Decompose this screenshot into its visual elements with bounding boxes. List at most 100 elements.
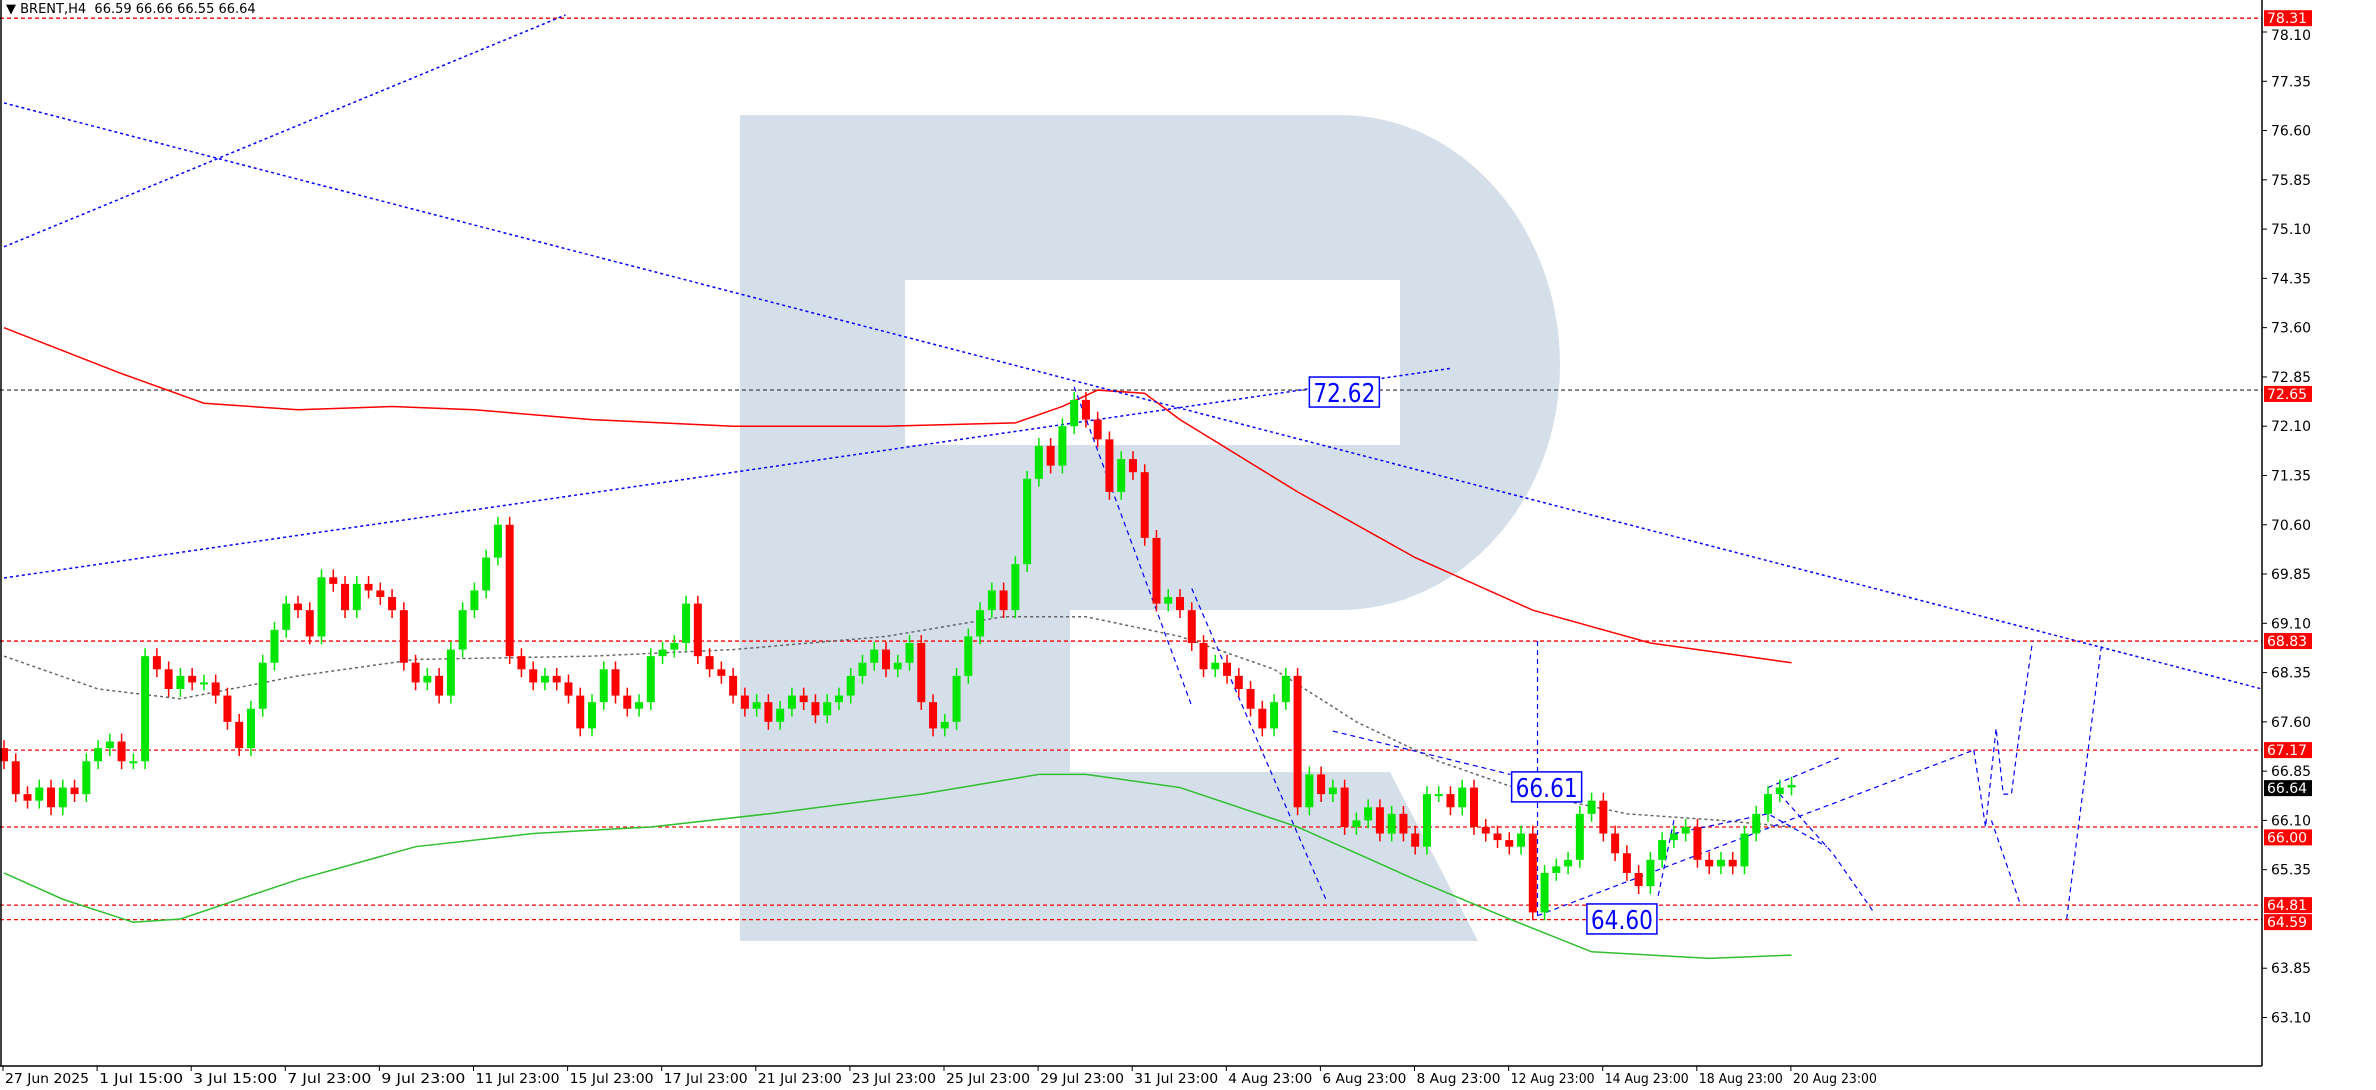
candle-bullish xyxy=(787,695,796,709)
candle-bearish xyxy=(305,610,314,637)
y-tick-label: 63.85 xyxy=(2271,961,2311,977)
candle-bullish xyxy=(905,643,914,663)
y-tick-label: 67.60 xyxy=(2271,715,2311,731)
candle-bullish xyxy=(893,662,902,670)
forecast-path xyxy=(1073,386,1193,707)
candle-bearish xyxy=(152,656,161,670)
forecast-path xyxy=(1973,640,2034,828)
price-annotation-label: 64.60 xyxy=(1591,906,1653,936)
candle-bearish xyxy=(882,649,890,670)
candle-bearish xyxy=(1199,643,1208,670)
price-annotation-box xyxy=(1308,376,1381,408)
y-tick-label: 69.10 xyxy=(2271,616,2311,632)
candle-bearish xyxy=(1140,472,1149,538)
price-annotation-label: 72.62 xyxy=(1313,379,1375,409)
forecast-path xyxy=(1332,730,1511,775)
candle-bearish xyxy=(693,603,702,657)
candle-bullish xyxy=(1387,813,1396,834)
candle-bearish xyxy=(399,610,408,663)
candle-bullish xyxy=(1023,478,1032,565)
candle-bearish xyxy=(1528,833,1537,913)
trendline xyxy=(3,14,566,248)
candle-bullish xyxy=(752,702,761,709)
candle-bullish xyxy=(1646,859,1655,887)
current-price-label: 66.64 xyxy=(2267,781,2307,797)
candle-bearish xyxy=(70,787,79,795)
candle-bullish xyxy=(1517,833,1526,847)
candle-bearish xyxy=(0,748,8,762)
candle-bearish xyxy=(164,669,173,689)
x-tick-label: 11 Jul 23:00 xyxy=(476,1072,560,1087)
triangle-down-icon[interactable]: ▼ xyxy=(6,2,21,17)
price-level-badge xyxy=(2264,633,2312,650)
candle-bearish xyxy=(529,669,538,683)
y-tick-label: 75.10 xyxy=(2271,222,2311,238)
y-tick-label: 66.10 xyxy=(2271,813,2311,829)
candle-bullish xyxy=(1764,794,1772,814)
candle-bullish xyxy=(1434,794,1443,797)
candle-bullish xyxy=(846,675,855,696)
candle-bullish xyxy=(446,649,455,696)
candle-bearish xyxy=(1046,445,1055,466)
candle-bearish xyxy=(1693,826,1702,860)
candle-bearish xyxy=(811,702,820,716)
candle-bullish xyxy=(940,721,949,729)
moving-averages xyxy=(3,326,1792,960)
candle-bearish xyxy=(799,695,808,703)
candle-bullish xyxy=(1669,833,1678,841)
x-tick-label: 21 Jul 23:00 xyxy=(758,1072,842,1087)
candle-bearish xyxy=(1611,833,1620,854)
candle-bullish xyxy=(1211,662,1220,670)
candle-bearish xyxy=(1493,833,1502,841)
candle-bullish xyxy=(1587,800,1596,814)
x-tick-label: 27 Jun 2025 xyxy=(5,1072,89,1087)
candle-bullish xyxy=(1716,859,1725,867)
y-tick-label: 77.35 xyxy=(2271,74,2311,90)
y-tick-label: 72.10 xyxy=(2271,419,2311,435)
price-level-label: 72.65 xyxy=(2267,387,2307,403)
candle-bearish xyxy=(11,761,20,795)
candle-bullish xyxy=(952,675,961,722)
price-level-badge xyxy=(2264,10,2312,27)
candle-bearish xyxy=(341,583,350,611)
x-tick-label: 4 Aug 23:00 xyxy=(1228,1072,1312,1087)
candle-bullish xyxy=(58,787,67,808)
x-tick-label: 15 Jul 23:00 xyxy=(570,1072,654,1087)
trendline xyxy=(3,102,2263,690)
candle-bullish xyxy=(1564,859,1573,867)
candle-bearish xyxy=(235,721,244,749)
ohlc-values: 66.59 66.66 66.55 66.64 xyxy=(94,2,256,17)
price-level-label: 68.83 xyxy=(2267,634,2307,650)
candle-bullish xyxy=(588,702,596,729)
y-tick-label: 73.60 xyxy=(2271,321,2311,337)
candle-bearish xyxy=(1375,807,1384,834)
y-tick-label: 65.35 xyxy=(2271,863,2311,879)
candle-bullish xyxy=(1352,820,1361,827)
candle-bearish xyxy=(1411,833,1420,847)
symbol-label: BRENT,H4 xyxy=(20,2,87,17)
watermark-logo xyxy=(740,115,1560,941)
candle-bullish xyxy=(1011,564,1020,611)
x-tick-label: 31 Jul 23:00 xyxy=(1134,1072,1218,1087)
candle-bearish xyxy=(1622,853,1631,873)
candle-bearish xyxy=(505,524,514,657)
moving-average-line xyxy=(3,615,1792,828)
x-tick-label: 6 Aug 23:00 xyxy=(1322,1072,1406,1087)
candle-bearish xyxy=(1258,708,1267,729)
forecast-path xyxy=(1779,793,1875,913)
candle-bearish xyxy=(1093,419,1102,440)
candle-bullish xyxy=(176,675,185,689)
candle-bullish xyxy=(823,702,832,716)
price-level-label: 64.59 xyxy=(2267,915,2307,931)
candle-bearish xyxy=(47,787,56,808)
candle-bullish xyxy=(1422,794,1431,847)
candle-bullish xyxy=(352,583,361,611)
forecast-path xyxy=(1990,820,2022,907)
candle-bearish xyxy=(1246,689,1255,709)
moving-average-line xyxy=(3,773,1792,960)
candle-bullish xyxy=(1305,774,1314,808)
candle-bullish xyxy=(540,675,549,683)
candle-bullish xyxy=(105,741,114,749)
price-level-badge xyxy=(2264,897,2312,914)
